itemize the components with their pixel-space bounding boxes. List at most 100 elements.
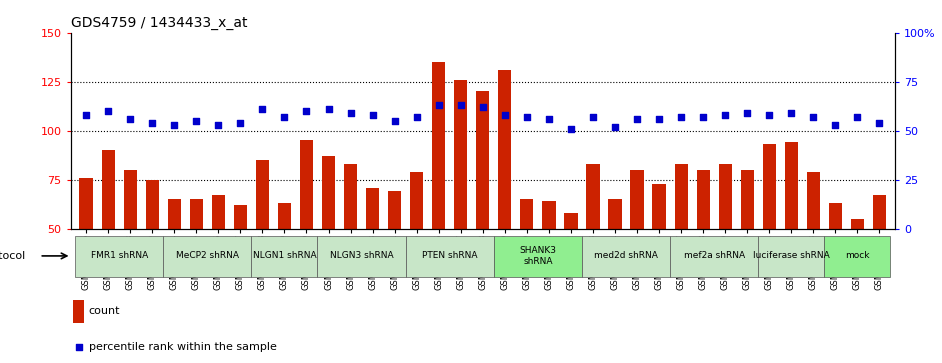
Bar	[586, 164, 599, 327]
Point	[321, 106, 336, 112]
Point	[850, 114, 865, 120]
Bar	[212, 195, 225, 327]
Bar	[740, 170, 754, 327]
Text: SHANK3
shRNA: SHANK3 shRNA	[519, 246, 557, 266]
Bar	[252, 236, 317, 277]
Text: mef2a shRNA: mef2a shRNA	[684, 252, 745, 260]
Bar	[824, 236, 890, 277]
Bar	[520, 199, 533, 327]
Point	[188, 118, 203, 124]
Point	[542, 116, 557, 122]
Point	[233, 120, 248, 126]
Point	[409, 114, 424, 120]
Bar	[234, 205, 247, 327]
Bar	[432, 62, 446, 327]
Text: FMR1 shRNA: FMR1 shRNA	[90, 252, 148, 260]
Point	[387, 118, 402, 124]
Bar	[653, 184, 666, 327]
Point	[608, 124, 623, 130]
Point	[122, 116, 138, 122]
Text: luciferase shRNA: luciferase shRNA	[753, 252, 830, 260]
Point	[718, 112, 733, 118]
Point	[167, 122, 182, 128]
Bar	[609, 199, 622, 327]
Point	[674, 114, 689, 120]
Text: MeCP2 shRNA: MeCP2 shRNA	[176, 252, 238, 260]
Bar	[75, 236, 163, 277]
Text: NLGN1 shRNA: NLGN1 shRNA	[252, 252, 317, 260]
Bar	[674, 164, 688, 327]
Bar	[763, 144, 776, 327]
Point	[497, 112, 512, 118]
Point	[299, 108, 314, 114]
Bar	[406, 236, 494, 277]
Bar	[873, 195, 886, 327]
Bar	[366, 188, 380, 327]
Point	[629, 116, 644, 122]
Point	[828, 122, 843, 128]
Point	[519, 114, 534, 120]
Point	[78, 112, 93, 118]
Text: med2d shRNA: med2d shRNA	[594, 252, 658, 260]
Bar	[806, 172, 820, 327]
Point	[872, 120, 887, 126]
Bar	[189, 199, 203, 327]
Point	[101, 108, 116, 114]
Bar	[851, 219, 864, 327]
Bar	[123, 170, 137, 327]
Bar	[163, 236, 252, 277]
Bar	[670, 236, 758, 277]
Bar	[317, 236, 406, 277]
Point	[277, 114, 292, 120]
Bar	[146, 180, 159, 327]
Bar	[758, 236, 824, 277]
Bar	[543, 201, 556, 327]
Bar	[79, 178, 92, 327]
Point	[365, 112, 381, 118]
Point	[652, 116, 667, 122]
Bar	[829, 203, 842, 327]
Point	[784, 110, 799, 116]
Bar	[410, 172, 423, 327]
Text: protocol: protocol	[0, 251, 25, 261]
Text: NLGN3 shRNA: NLGN3 shRNA	[330, 252, 394, 260]
Bar	[322, 156, 335, 327]
Point	[211, 122, 226, 128]
Bar	[476, 91, 490, 327]
Point	[343, 110, 358, 116]
Bar	[278, 203, 291, 327]
Bar	[300, 140, 313, 327]
Point	[255, 106, 270, 112]
Bar	[454, 80, 467, 327]
Bar	[168, 199, 181, 327]
Bar	[494, 236, 582, 277]
Text: count: count	[89, 306, 121, 317]
Point	[762, 112, 777, 118]
Text: PTEN shRNA: PTEN shRNA	[422, 252, 478, 260]
Bar	[498, 70, 512, 327]
Bar	[256, 160, 269, 327]
Point	[739, 110, 755, 116]
Point	[805, 114, 820, 120]
Point	[453, 102, 468, 108]
Point	[695, 114, 710, 120]
Point	[431, 102, 447, 108]
Bar	[344, 164, 357, 327]
Text: percentile rank within the sample: percentile rank within the sample	[89, 342, 277, 352]
Bar	[73, 300, 84, 323]
Bar	[564, 213, 577, 327]
Point	[145, 120, 160, 126]
Bar	[630, 170, 643, 327]
Text: GDS4759 / 1434433_x_at: GDS4759 / 1434433_x_at	[71, 16, 247, 30]
Bar	[388, 191, 401, 327]
Bar	[785, 142, 798, 327]
Bar	[102, 150, 115, 327]
Text: mock: mock	[845, 252, 869, 260]
Point	[563, 126, 578, 132]
Bar	[582, 236, 670, 277]
Point	[475, 104, 490, 110]
Point	[585, 114, 600, 120]
Bar	[696, 170, 709, 327]
Point	[417, 179, 432, 184]
Bar	[719, 164, 732, 327]
